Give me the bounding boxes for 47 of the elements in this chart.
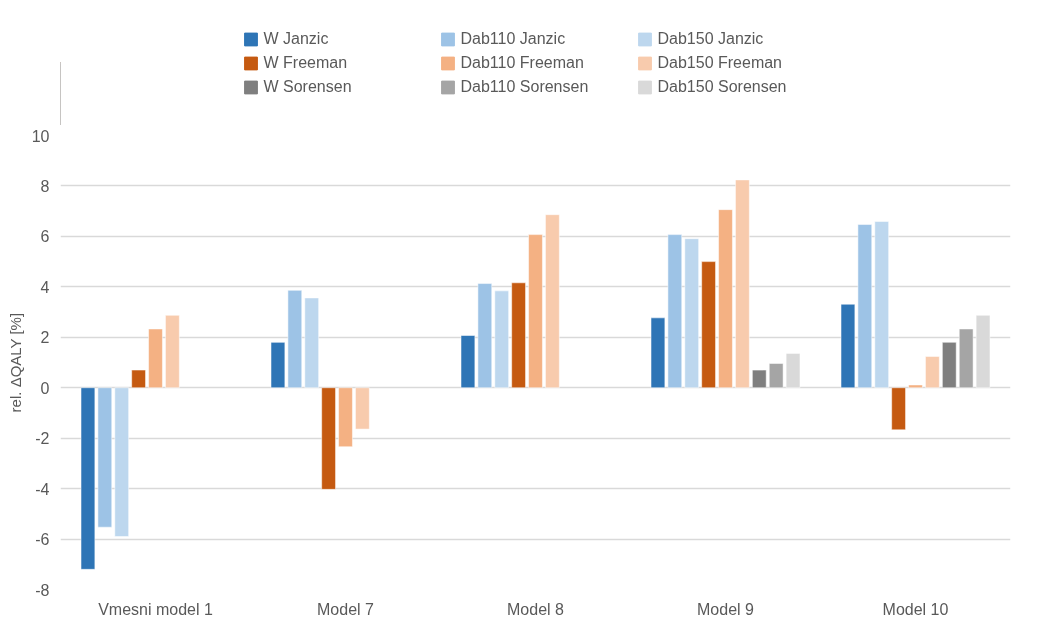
bar [114,387,129,537]
legend-label: Dab110 Janzic [460,29,567,48]
bar [304,297,319,388]
bar [355,387,370,430]
x-tick-label: Model 7 [317,600,375,618]
bar [701,261,716,388]
y-tick-label: -8 [35,581,50,599]
x-tick-label: Model 8 [507,600,565,618]
bar [148,328,163,388]
bar [131,369,146,388]
y-tick-label: -4 [35,480,50,498]
y-tick-label: 10 [31,127,50,145]
legend-label: Dab110 Freeman [460,53,585,72]
bar [494,290,509,388]
bar [511,282,526,388]
bar [925,356,940,388]
y-tick-label: -2 [35,430,50,448]
bar [942,342,957,388]
bar [908,384,923,388]
bar [735,179,750,388]
y-tick-label: 0 [40,379,50,397]
y-tick-label: 6 [40,228,50,246]
bar [891,387,906,431]
legend-label: W Freeman [263,53,349,72]
bar [338,387,353,447]
y-tick-label: 4 [40,278,50,296]
x-tick-label: Model 9 [697,600,755,618]
bar [528,234,543,388]
y-tick-label: -6 [35,531,50,549]
bar [545,214,560,388]
x-tick-label: Model 10 [882,600,949,618]
bar [321,387,336,490]
legend-label: Dab150 Janzic [657,29,765,48]
legend-label: Dab110 Sorensen [460,77,590,96]
legend-label: W Janzic [263,29,330,48]
legend-label: Dab150 Sorensen [657,77,788,96]
bar [874,221,889,388]
y-axis-title: rel. ΔQALY [%] [6,312,24,413]
bar [684,238,699,388]
bar [752,369,767,388]
x-tick-label: Vmesni model 1 [98,600,213,618]
y-tick-label: 2 [40,329,50,347]
legend-label: Dab150 Freeman [657,53,783,72]
bar [718,209,733,388]
bar [165,315,180,388]
y-tick-label: 8 [40,177,50,195]
legend-label: W Sorensen [263,77,353,96]
